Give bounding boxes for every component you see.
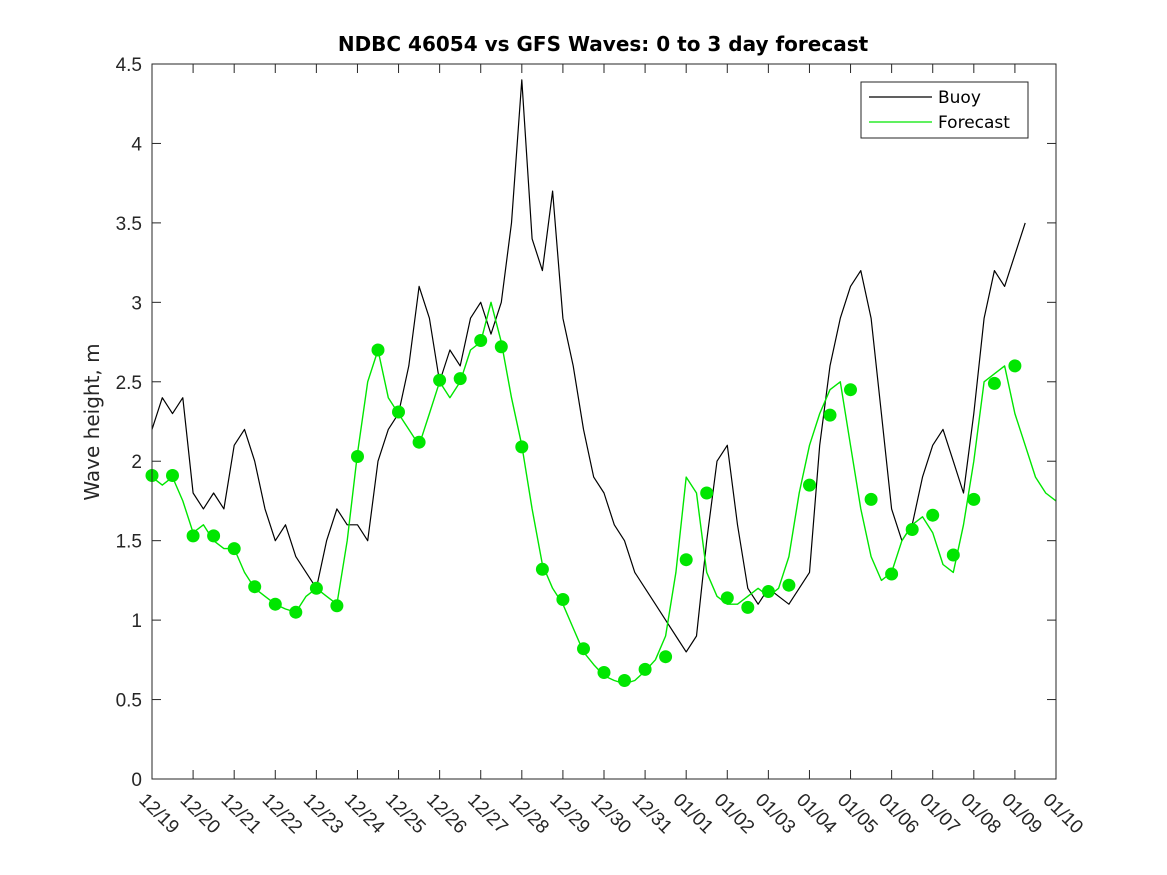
- forecast-marker: [761, 585, 775, 598]
- forecast-marker: [885, 567, 899, 581]
- forecast-marker: [618, 674, 631, 687]
- forecast-marker: [679, 553, 693, 567]
- forecast-marker: [720, 591, 734, 605]
- forecast-marker: [433, 373, 447, 387]
- forecast-marker: [864, 492, 878, 506]
- y-tick-label: 1.5: [116, 532, 142, 553]
- forecast-marker: [268, 597, 282, 611]
- forecast-marker: [392, 405, 405, 419]
- forecast-marker: [207, 529, 221, 543]
- forecast-marker: [638, 662, 652, 676]
- y-axis-label: Wave height, m: [80, 343, 104, 500]
- forecast-marker: [803, 478, 816, 492]
- forecast-marker: [453, 372, 467, 386]
- forecast-marker: [474, 334, 488, 347]
- forecast-marker: [946, 548, 960, 562]
- forecast-marker: [1008, 359, 1022, 373]
- forecast-marker: [515, 440, 529, 454]
- forecast-marker: [412, 435, 426, 449]
- forecast-marker: [166, 469, 179, 482]
- y-tick-label: 1: [131, 611, 142, 632]
- forecast-marker: [330, 599, 344, 613]
- plot-area: [152, 64, 1056, 779]
- forecast-marker: [823, 408, 837, 422]
- plot-frame: [151, 63, 1057, 780]
- forecast-marker: [494, 340, 508, 354]
- buoy-series: [151, 79, 1026, 653]
- y-tick-label: 2: [131, 452, 142, 473]
- forecast-marker: [967, 492, 981, 506]
- y-tick-label: 0: [131, 770, 142, 791]
- forecast-marker: [844, 383, 857, 397]
- forecast-marker: [371, 343, 385, 357]
- forecast-marker: [186, 529, 200, 543]
- forecast-marker: [309, 581, 323, 595]
- forecast-marker: [987, 376, 1001, 390]
- forecast-markers: [145, 334, 1022, 687]
- forecast-marker: [926, 508, 940, 522]
- y-tick-label: 0.5: [116, 691, 142, 712]
- forecast-marker: [741, 600, 755, 614]
- forecast-marker: [535, 562, 549, 576]
- forecast-marker: [597, 666, 611, 679]
- y-tick-label: 4: [131, 134, 142, 155]
- forecast-marker: [700, 486, 714, 500]
- y-tick-label: 4.5: [116, 55, 142, 76]
- plot-background: [152, 64, 1056, 779]
- y-tick-label: 3: [131, 293, 142, 314]
- y-tick-labels: 0 0.5 1 1.5 2 2.5 3 3.5 4 4.5: [116, 55, 143, 791]
- legend-buoy-label: Buoy: [938, 88, 981, 108]
- forecast-marker: [227, 542, 241, 556]
- buoy-line: [151, 79, 1026, 653]
- legend-box: [860, 81, 1029, 139]
- forecast-marker: [351, 450, 364, 463]
- forecast-marker: [905, 523, 919, 536]
- forecast-marker: [248, 580, 262, 594]
- forecast-marker: [782, 578, 796, 592]
- chart-title: NDBC 46054 vs GFS Waves: 0 to 3 day fore…: [338, 32, 869, 56]
- forecast-marker: [556, 593, 570, 606]
- legend: Buoy Forecast: [860, 81, 1029, 139]
- forecast-marker: [577, 642, 590, 656]
- legend-forecast-label: Forecast: [938, 113, 1010, 133]
- y-tick-label: 2.5: [116, 373, 142, 394]
- forecast-marker: [289, 605, 303, 619]
- forecast-marker: [659, 650, 673, 664]
- y-tick-label: 3.5: [116, 214, 142, 235]
